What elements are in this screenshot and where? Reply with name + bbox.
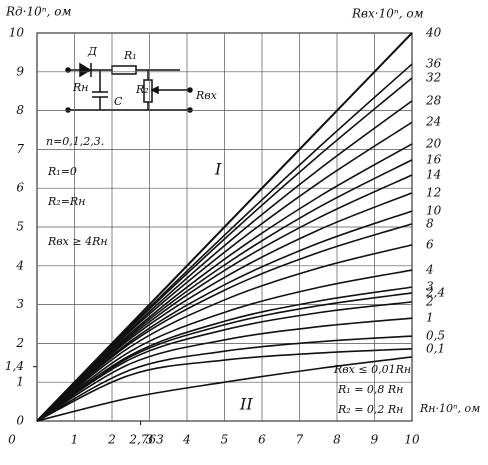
y-tick-label: 3: [16, 297, 24, 311]
x-tick-label: 5: [221, 433, 229, 447]
series-label: 0,5: [426, 329, 445, 343]
curve: [36, 301, 413, 422]
x-axis-title: Rн·10ⁿ, ом: [419, 402, 480, 415]
series-label: 6: [426, 237, 434, 251]
curve: [36, 286, 413, 422]
y-axis-title: Rд·10ⁿ, ом: [5, 5, 71, 19]
y-tick-label: 0: [16, 414, 24, 428]
annotation: R₁ = 0,8 Rн: [337, 383, 403, 396]
series-label: 3: [426, 280, 434, 294]
x-tick-label: 2: [107, 433, 116, 447]
x-tick-label: 9: [371, 433, 379, 447]
series-label: 12: [426, 185, 441, 199]
annotation: R₂: [135, 83, 149, 96]
y-tick-label: 7: [16, 142, 24, 156]
annotation: Rвх ≥ 4Rн: [47, 235, 108, 248]
series-label: 16: [426, 152, 442, 166]
series-label: 2: [425, 294, 434, 308]
schematic: [65, 62, 193, 113]
y-tick-label: 1,4: [5, 359, 24, 373]
y-tick-label: 5: [16, 220, 24, 234]
series-label: 4: [425, 263, 434, 277]
curve: [36, 244, 413, 422]
series-label: 20: [425, 136, 442, 150]
annotation: n=0,1,2,3.: [46, 135, 104, 148]
annotation: Д: [87, 45, 98, 58]
curve: [36, 174, 413, 422]
curve: [36, 192, 413, 422]
x-tick-label: 8: [333, 433, 341, 447]
x-tick-label: 6: [258, 433, 266, 447]
series-label: 10: [426, 204, 442, 218]
series-label: 0,1: [426, 341, 445, 355]
series-label: 24: [425, 115, 441, 129]
y-tick-label: 1: [16, 375, 24, 389]
annotation: I: [214, 160, 222, 179]
series-label: 2,4: [425, 285, 445, 299]
y-tick-label: 4: [15, 258, 24, 272]
y-tick-label: 6: [16, 181, 24, 195]
series-label: 40: [425, 26, 442, 40]
curve: [36, 292, 413, 422]
x-tick-label: 0: [8, 433, 16, 447]
series-label: 32: [426, 71, 441, 85]
curve: [36, 121, 413, 422]
annotation: Rвх ≤ 0,01Rн: [333, 363, 411, 376]
y-tick-label: 2: [15, 336, 24, 350]
curve: [36, 210, 413, 422]
series-label: 36: [426, 57, 442, 71]
annotation: Rн: [72, 81, 89, 94]
annotation: II: [239, 395, 253, 414]
series-label: 8: [426, 216, 434, 230]
curve: [36, 223, 413, 422]
curve: [36, 77, 413, 422]
annotation: R₂=Rн: [47, 195, 85, 208]
annotation: R₂ = 0,2 Rн: [337, 403, 403, 416]
annotation: R₁: [123, 49, 137, 62]
curve: [36, 335, 413, 422]
curve: [36, 269, 413, 422]
y-tick-label: 10: [9, 26, 25, 40]
curve: [36, 317, 413, 422]
x-tick-label: 7: [296, 433, 304, 447]
curve: [36, 348, 413, 422]
series-label: 28: [425, 93, 442, 107]
x-tick-label: 4: [182, 433, 191, 447]
series-label: 14: [426, 168, 441, 182]
x-tick-label: 1: [71, 433, 79, 447]
y-tick-label: 9: [16, 64, 24, 78]
x-tick-label: 3: [146, 433, 154, 447]
y2-axis-title: Rвх·10ⁿ, ом: [351, 7, 424, 21]
series-label: 1: [426, 311, 434, 325]
y-tick-label: 8: [16, 103, 24, 117]
x-tick-label: 10: [404, 433, 420, 447]
curve: [36, 159, 413, 422]
annotation: R₁=0: [47, 165, 77, 178]
annotation: C: [114, 95, 123, 108]
x-tick-label: 2,763: [128, 433, 164, 447]
annotation: Rвх: [195, 89, 218, 102]
curve: [36, 356, 413, 422]
